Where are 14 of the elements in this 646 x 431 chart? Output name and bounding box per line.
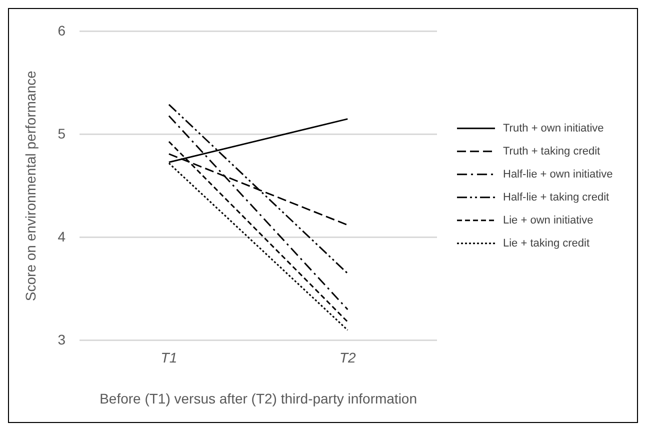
- legend-label: Half-lie + taking credit: [503, 191, 610, 204]
- legend-label: Half-lie + own initiative: [503, 168, 613, 180]
- y-tick-label: 3: [58, 331, 66, 348]
- x-tick-label: T1: [160, 350, 178, 366]
- x-tick-label: T2: [339, 350, 356, 366]
- legend-label: Lie + taking credit: [503, 237, 590, 250]
- legend-label: Truth + taking credit: [503, 145, 600, 158]
- legend-label: Lie + own initiative: [503, 214, 594, 226]
- x-axis-title: Before (T1) versus after (T2) third-party information: [100, 390, 418, 406]
- legend-label: Truth + own initiative: [503, 122, 604, 134]
- y-tick-label: 6: [58, 22, 66, 38]
- y-axis-title: Score on environmental performance: [22, 70, 38, 302]
- y-tick-label: 5: [58, 125, 66, 142]
- y-tick-label: 4: [58, 228, 66, 244]
